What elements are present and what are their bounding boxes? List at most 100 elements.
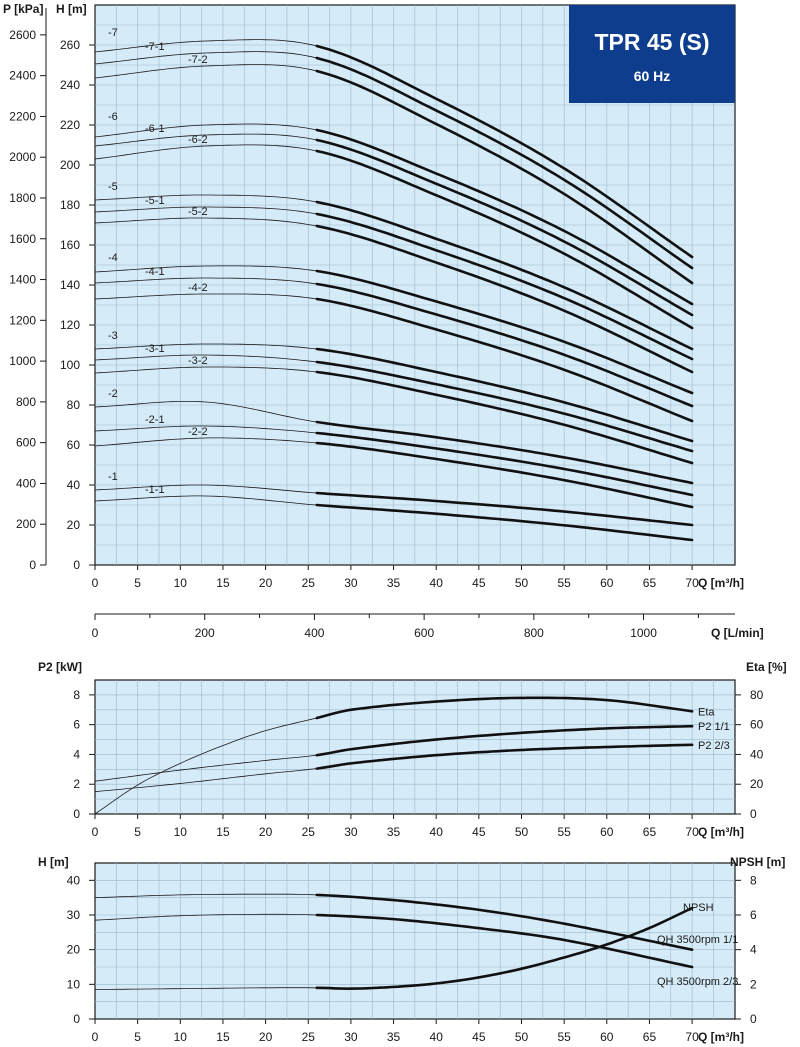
curve-label: P2 2/3 [698, 740, 730, 752]
frequency-label: 60 Hz [633, 68, 671, 84]
curve-thin-1 [94, 51, 317, 65]
p-tick-label: 1200 [9, 313, 36, 327]
h-axis-label: H [m] [56, 2, 87, 16]
h-tick-label: 20 [67, 943, 81, 957]
x-axis-label: Q [m³/h] [698, 576, 744, 590]
x-tick-label: 20 [259, 1030, 273, 1044]
curve-thin-2 [94, 768, 317, 793]
x-tick-label: 70 [685, 1030, 699, 1044]
lmin-tick-label: 0 [92, 626, 99, 640]
p2-tick-label: 4 [73, 747, 80, 761]
x-tick-label: 45 [472, 1030, 486, 1044]
curve-label: QH 3500rpm 1/1 [657, 934, 738, 946]
curve-thin-0 [94, 893, 317, 899]
curve-label: Eta [698, 706, 715, 718]
p2-tick-label: 6 [73, 718, 80, 732]
curve-label: -6-1 [145, 123, 165, 135]
curve-label: -7-2 [188, 54, 208, 66]
lmin-axis: 0 200 400 600 800 1000 Q [L/min] [92, 613, 764, 640]
curve-label: -6-2 [188, 134, 208, 146]
x-tick-label: 35 [387, 825, 401, 839]
p-tick-label: 800 [16, 395, 36, 409]
p-axis-label: P [kPa] [3, 2, 43, 16]
curve-thin-2 [94, 64, 317, 79]
h-tick-label: 10 [67, 977, 81, 991]
p-tick-label: 2600 [9, 28, 36, 42]
x-tick-label: 50 [515, 576, 529, 590]
x-tick-label: 40 [430, 1030, 444, 1044]
eta-tick-label: 0 [750, 807, 757, 821]
p-tick-label: 600 [16, 436, 36, 450]
p-tick-label: 0 [29, 558, 36, 572]
x-tick-label: 55 [557, 825, 571, 839]
h-tick-label: 80 [67, 398, 81, 412]
npsh-tick-label: 0 [750, 1012, 757, 1026]
x-tick-label: 5 [134, 576, 141, 590]
h-axis-label: H [m] [38, 855, 69, 869]
p2-tick-label: 8 [73, 688, 80, 702]
curve-label: P2 1/1 [698, 721, 730, 733]
curve-thin-9 [94, 265, 317, 273]
npsh-axis-label: NPSH [m] [730, 855, 785, 869]
p-tick-label: 1800 [9, 191, 36, 205]
curve-thick-10 [315, 282, 694, 408]
curve-thick-11 [315, 297, 694, 423]
curve-label: -1 [108, 471, 118, 483]
npsh-tick-label: 8 [750, 873, 757, 887]
x-tick-label: 10 [174, 576, 188, 590]
curve-label: QH 3500rpm 2/3 [657, 976, 738, 988]
lmin-tick-label: 800 [524, 626, 544, 640]
curve-thin-18 [94, 484, 317, 494]
p-tick-label: 400 [16, 476, 36, 490]
lmin-axis-label: Q [L/min] [711, 626, 764, 640]
curve-thick-15 [315, 420, 694, 485]
power-plot: 0 5 10 15 20 25 30 35 40 45 50 55 60 65 70 Q [m³/h]0246… [38, 660, 787, 839]
h-tick-label: 40 [67, 873, 81, 887]
npsh-plot: 0 5 10 15 20 25 30 35 40 45 50 55 60 65 70 Q [m³/h]0102… [38, 855, 785, 1044]
x-tick-label: 15 [216, 1030, 230, 1044]
x-tick-label: 60 [600, 825, 614, 839]
h-tick-label: 120 [60, 318, 80, 332]
x-tick-label: 15 [216, 825, 230, 839]
x-tick-label: 30 [344, 825, 358, 839]
curve-label: -7-1 [145, 41, 165, 53]
curve-thick-13 [315, 360, 694, 453]
x-tick-label: 55 [557, 576, 571, 590]
h-tick-label: 20 [67, 518, 81, 532]
h-tick-label: 100 [60, 358, 80, 372]
curve-thin-16 [94, 425, 317, 434]
curve-label: -6 [108, 111, 118, 123]
curve-label: -4-1 [145, 266, 165, 278]
curve-thick-6 [315, 200, 694, 351]
curve-thick-18 [315, 491, 694, 527]
x-tick-label: 0 [92, 825, 99, 839]
x-tick-label: 0 [92, 576, 99, 590]
x-tick-label: 65 [643, 576, 657, 590]
p-tick-label: 2000 [9, 150, 36, 164]
h-tick-label: 240 [60, 78, 80, 92]
x-tick-label: 10 [174, 1030, 188, 1044]
npsh-tick-label: 6 [750, 908, 757, 922]
x-tick-label: 65 [643, 825, 657, 839]
curve-thick-4 [315, 138, 694, 317]
x-tick-label: 25 [302, 576, 316, 590]
curve-thick-9 [315, 269, 694, 395]
h-tick-label: 140 [60, 278, 80, 292]
curve-label: -2-1 [145, 414, 165, 426]
curve-thin-4 [94, 133, 317, 147]
h-tick-label: 260 [60, 38, 80, 52]
eta-tick-label: 20 [750, 777, 764, 791]
curve-thick-5 [315, 149, 694, 330]
curve-thin-1 [94, 754, 317, 782]
curve-thin-13 [94, 354, 317, 363]
h-tick-label: 40 [67, 478, 81, 492]
npsh-tick-label: 2 [750, 977, 757, 991]
curve-thin-17 [94, 437, 317, 447]
curve-thin-2 [95, 987, 317, 990]
curve-thick-14 [315, 370, 694, 465]
x-tick-label: 10 [174, 825, 188, 839]
npsh-tick-label: 4 [750, 943, 757, 957]
curve-thick-1 [315, 724, 694, 757]
p2-tick-label: 0 [73, 807, 80, 821]
